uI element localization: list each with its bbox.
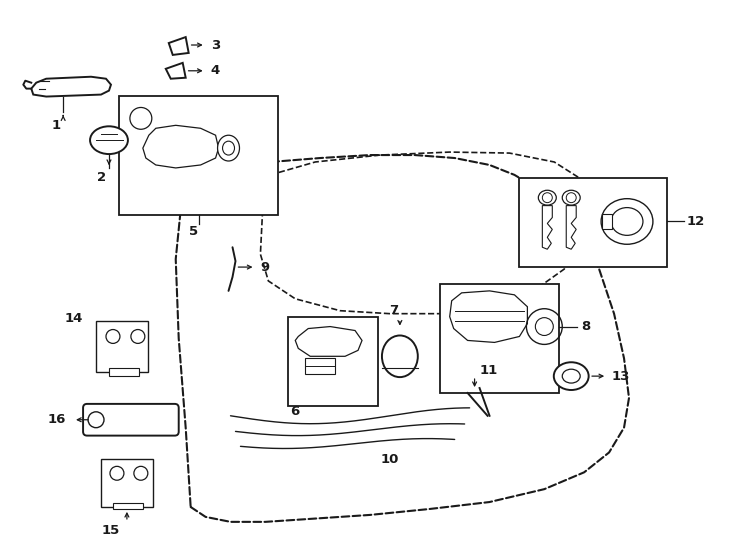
- Bar: [602, 213, 612, 230]
- Text: 16: 16: [48, 413, 66, 426]
- Text: 3: 3: [211, 38, 220, 51]
- Ellipse shape: [562, 190, 580, 205]
- Bar: [440, 284, 559, 393]
- Ellipse shape: [611, 207, 643, 235]
- Ellipse shape: [217, 135, 239, 161]
- Text: 12: 12: [687, 215, 705, 228]
- Bar: [119, 96, 278, 214]
- Ellipse shape: [538, 190, 556, 205]
- Ellipse shape: [562, 369, 580, 383]
- Text: 1: 1: [51, 119, 61, 132]
- Ellipse shape: [601, 199, 653, 244]
- Bar: [520, 178, 667, 267]
- FancyBboxPatch shape: [83, 404, 178, 436]
- Ellipse shape: [382, 335, 418, 377]
- Text: 15: 15: [102, 524, 120, 537]
- Circle shape: [566, 193, 576, 202]
- Text: 14: 14: [65, 312, 83, 325]
- Bar: [305, 358, 335, 374]
- Bar: [113, 503, 143, 509]
- Ellipse shape: [222, 141, 234, 155]
- Text: 5: 5: [189, 225, 198, 238]
- Ellipse shape: [553, 362, 589, 390]
- Text: 9: 9: [261, 261, 269, 274]
- Text: 8: 8: [581, 320, 590, 333]
- Circle shape: [542, 193, 552, 202]
- Ellipse shape: [90, 126, 128, 154]
- Text: 4: 4: [211, 64, 220, 77]
- Bar: [109, 368, 139, 376]
- Text: 2: 2: [98, 171, 106, 184]
- Bar: [101, 460, 153, 507]
- Bar: [288, 316, 378, 406]
- Text: 6: 6: [290, 406, 299, 419]
- Text: 7: 7: [389, 304, 399, 317]
- Text: 10: 10: [381, 453, 399, 466]
- Text: 11: 11: [479, 363, 498, 377]
- Text: 13: 13: [611, 369, 630, 383]
- Bar: [96, 321, 148, 372]
